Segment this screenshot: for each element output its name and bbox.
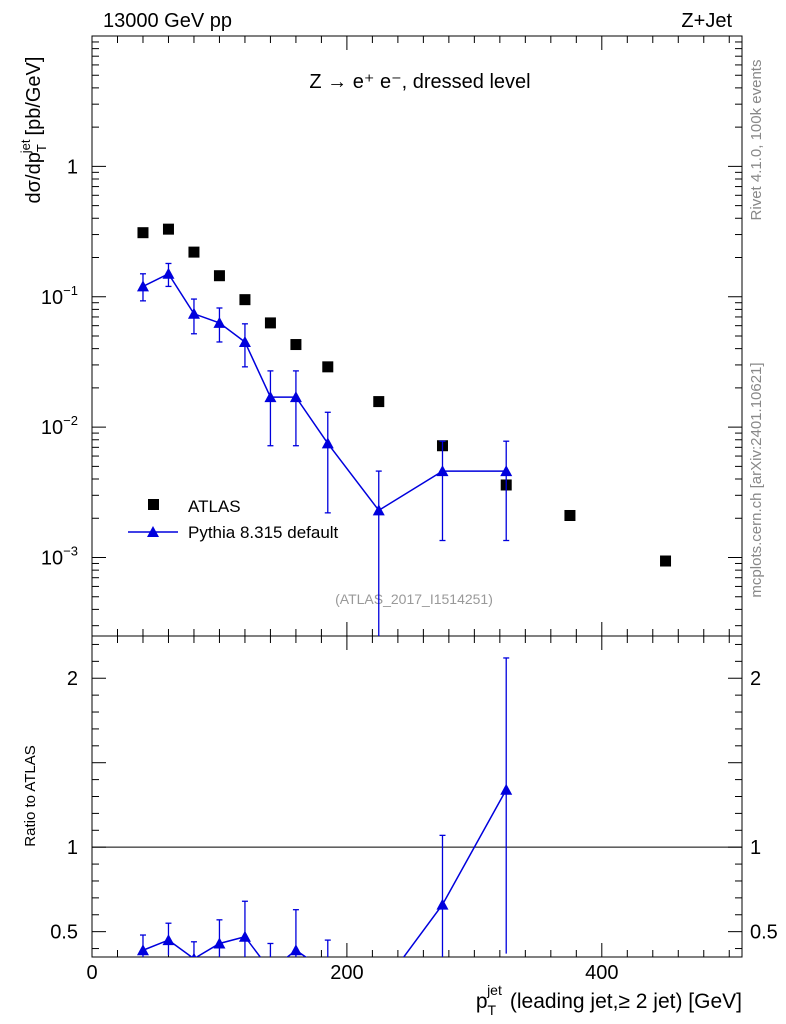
ratio-panel-frame bbox=[91, 635, 743, 958]
ratio-point bbox=[191, 952, 197, 957]
ratio-tick-label-left: 2 bbox=[67, 668, 78, 690]
atlas-point bbox=[162, 223, 174, 235]
atlas-point bbox=[564, 509, 576, 521]
atlas-point bbox=[188, 246, 200, 258]
pythia-point bbox=[372, 504, 385, 516]
analysis-label: (ATLAS_2017_I1514251) bbox=[335, 591, 493, 607]
x-tick-label: 400 bbox=[585, 962, 618, 984]
pythia-point bbox=[289, 391, 302, 403]
atlas-point bbox=[213, 270, 225, 282]
ratio-point bbox=[373, 985, 385, 996]
ratio-point bbox=[500, 783, 513, 795]
ratio-tick-label-right: 0.5 bbox=[750, 922, 778, 944]
ratio-point bbox=[238, 930, 251, 942]
header-left: 13000 GeV pp bbox=[103, 10, 232, 32]
atlas-point bbox=[264, 317, 276, 329]
pythia-point bbox=[187, 307, 200, 319]
ratio-point bbox=[213, 937, 226, 949]
ratio-point bbox=[162, 934, 175, 946]
pythia-point bbox=[436, 465, 449, 477]
ratio-tick-label-left: 1 bbox=[67, 837, 78, 859]
atlas-point bbox=[239, 294, 251, 306]
pythia-point bbox=[321, 437, 334, 449]
ratio-line bbox=[142, 789, 507, 957]
ratio-tick-label-left: 0.5 bbox=[50, 922, 78, 944]
side-text-mcplots: mcplots.cern.ch [arXiv:2401.10621] bbox=[748, 362, 765, 597]
y-axis-label: dσ/dpTjet[pb/GeV] bbox=[18, 57, 49, 204]
legend-atlas-marker bbox=[148, 499, 159, 510]
legend: ATLAS Pythia 8.315 default bbox=[128, 497, 339, 542]
main-data-layer bbox=[136, 223, 672, 636]
main-panel-frame bbox=[91, 35, 743, 637]
y-tick-label: 1 bbox=[67, 156, 78, 178]
ratio-y-axis-label: Ratio to ATLAS bbox=[22, 745, 39, 846]
pythia-point bbox=[213, 316, 226, 328]
tick-labels: 0 200 400 10−3 10−2 10−1 1 0.5 0.5 1 1 2 2 bbox=[41, 156, 778, 984]
side-text-rivet: Rivet 4.1.0, 100k events bbox=[748, 60, 765, 221]
atlas-point bbox=[373, 396, 385, 408]
atlas-point bbox=[290, 339, 302, 351]
legend-pythia-marker bbox=[147, 526, 159, 537]
plot-title: Z → e⁺ e⁻, dressed level bbox=[309, 71, 530, 93]
ratio-tick-label-right: 2 bbox=[750, 668, 761, 690]
pythia-point bbox=[162, 267, 175, 279]
pythia-point bbox=[264, 391, 277, 403]
atlas-point bbox=[660, 555, 672, 567]
pythia-point bbox=[238, 335, 251, 347]
atlas-point bbox=[137, 227, 149, 239]
pythia-point bbox=[500, 465, 513, 477]
ratio-data-layer bbox=[92, 657, 742, 996]
pythia-point bbox=[136, 280, 149, 292]
ratio-tick-label-right: 1 bbox=[750, 837, 761, 859]
y-tick-label: 10−3 bbox=[41, 544, 78, 570]
ratio-point bbox=[436, 898, 449, 910]
ratio-point bbox=[289, 944, 302, 956]
y-tick-label: 10−1 bbox=[41, 283, 78, 309]
atlas-point bbox=[322, 361, 334, 373]
ratio-point bbox=[136, 944, 149, 956]
legend-pythia-label: Pythia 8.315 default bbox=[188, 523, 339, 542]
pythia-line bbox=[142, 272, 507, 512]
x-axis-label: pTjet (leading jet,≥ 2 jet) [GeV] bbox=[476, 982, 742, 1018]
ratio-point bbox=[264, 965, 276, 976]
y-tick-label: 10−2 bbox=[41, 413, 78, 439]
x-tick-label: 0 bbox=[86, 962, 97, 984]
x-tick-label: 200 bbox=[330, 962, 363, 984]
header-right: Z+Jet bbox=[681, 10, 732, 32]
legend-atlas-label: ATLAS bbox=[188, 497, 241, 516]
